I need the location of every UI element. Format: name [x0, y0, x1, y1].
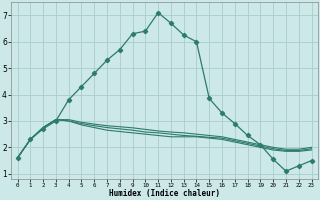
X-axis label: Humidex (Indice chaleur): Humidex (Indice chaleur) [109, 189, 220, 198]
